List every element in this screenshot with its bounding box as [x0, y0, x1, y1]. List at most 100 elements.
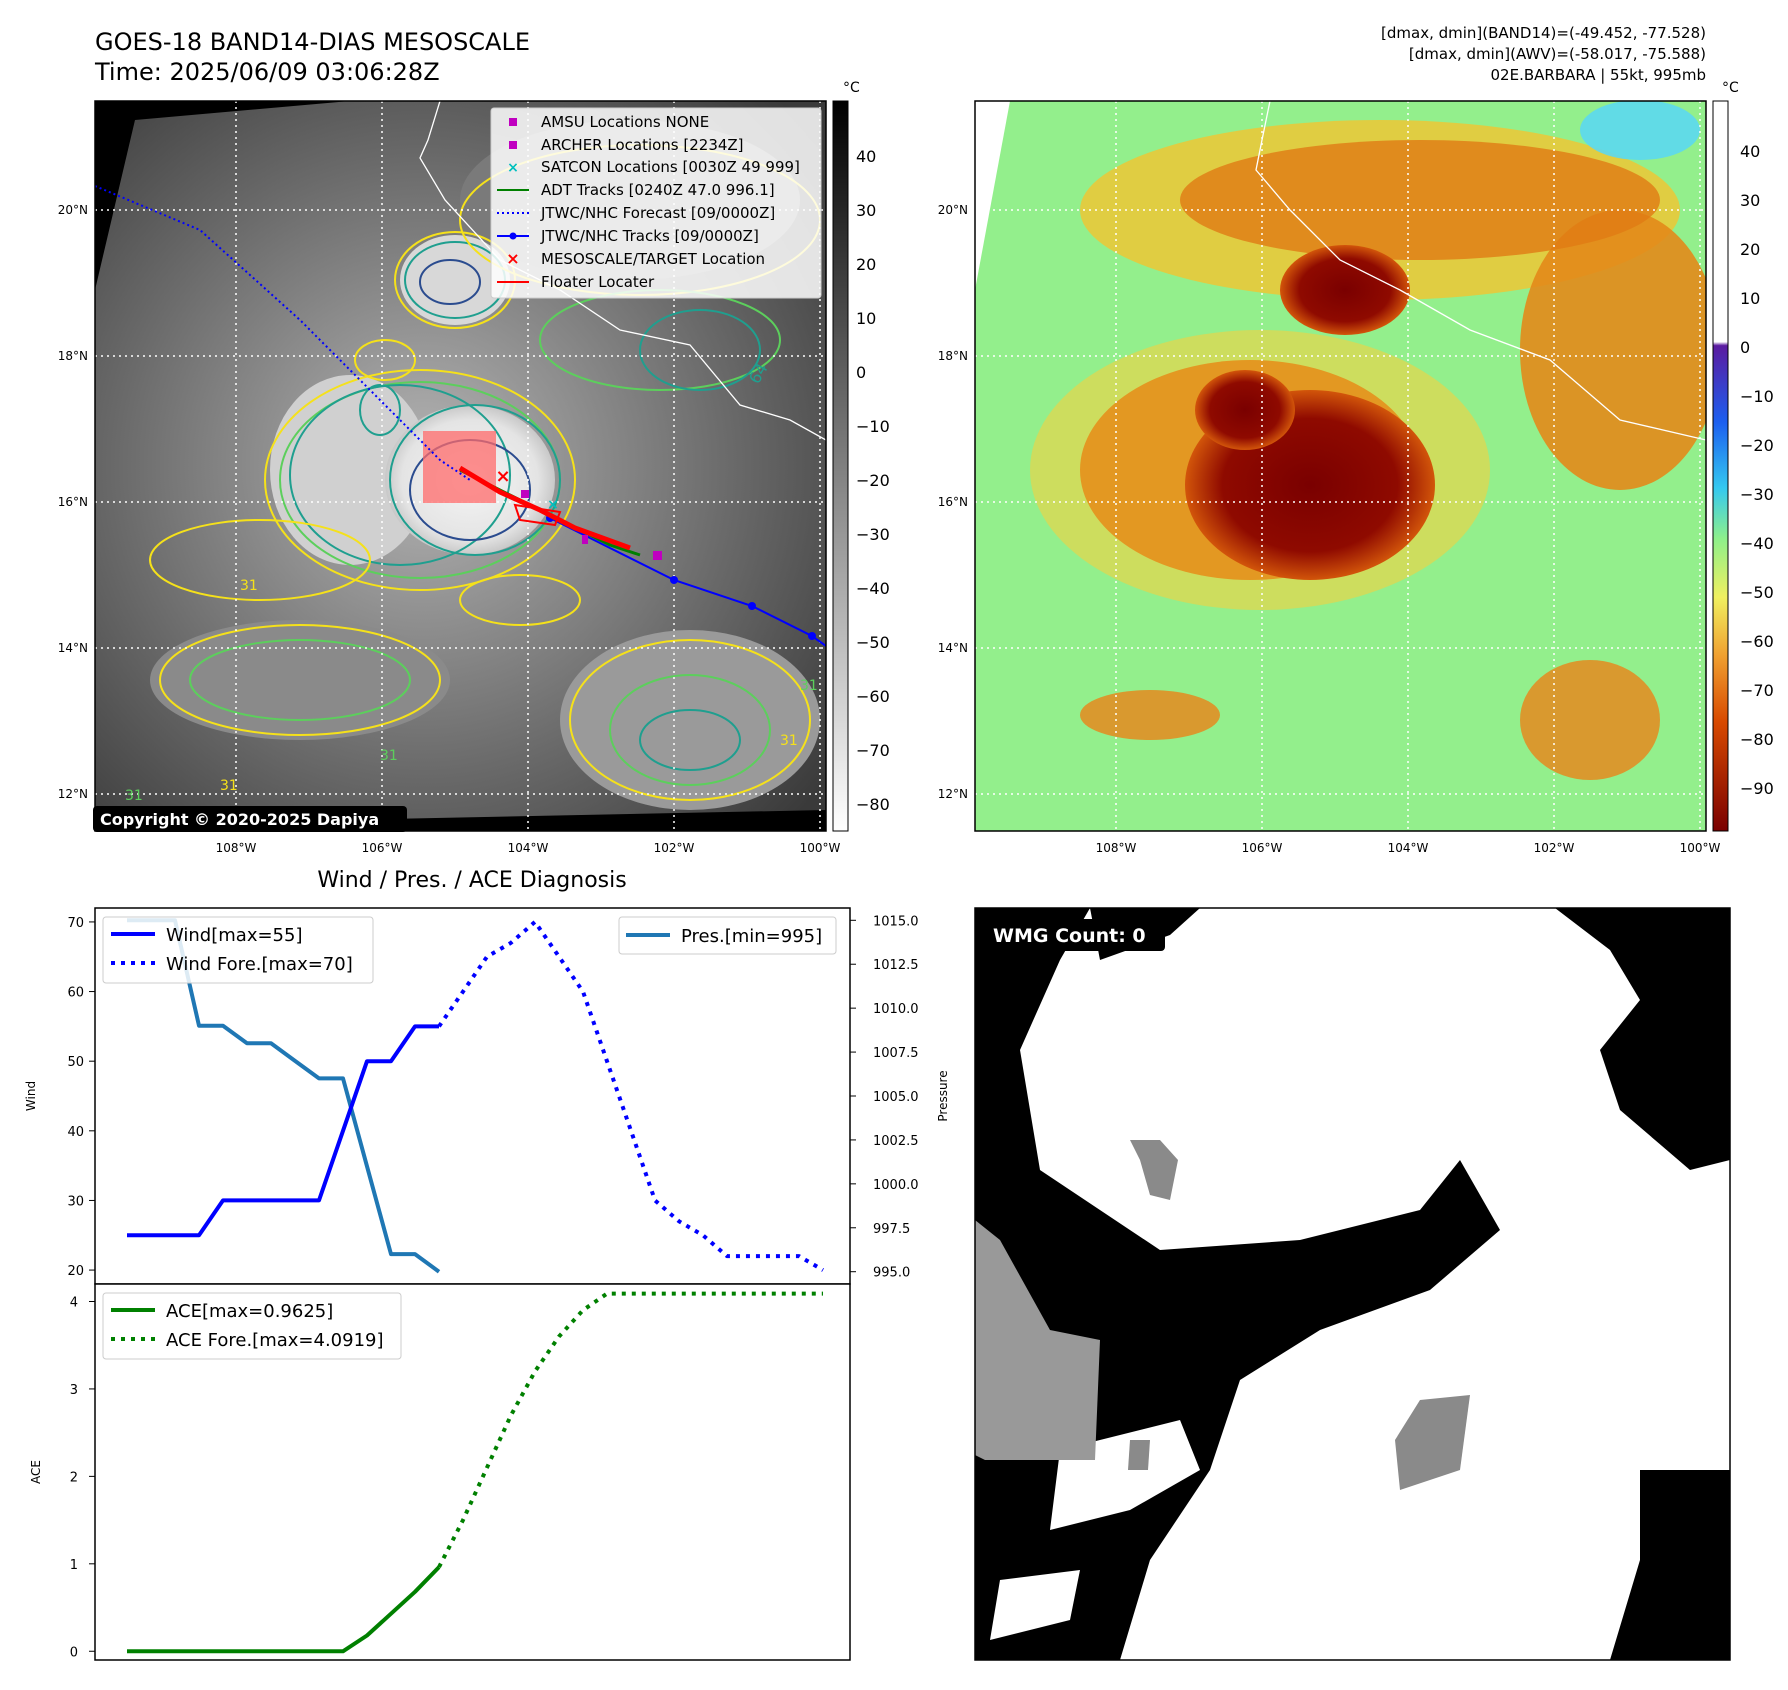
ir-cbar-tick: −50	[856, 633, 890, 652]
pressure-ytick-label: 1015.0	[873, 914, 919, 929]
ir-cbar-tick: −40	[856, 579, 890, 598]
awv-cbar-tick: −20	[1740, 436, 1774, 455]
legend-wind-fore-label: Wind Fore.[max=70]	[166, 954, 353, 975]
ir-lon-label: 108°W	[216, 841, 257, 855]
contour-label: 31	[240, 578, 258, 594]
wmg-panel: WMG Count: 0	[974, 907, 1731, 1661]
awv-cbar-tick: −60	[1740, 632, 1774, 651]
ir-lat-label: 16°N	[58, 495, 88, 509]
track-point	[808, 632, 816, 640]
ace-series-line	[127, 1565, 441, 1654]
awv-lon-label: 102°W	[1534, 841, 1575, 855]
pressure-yaxis: 1015.0 1012.5 1010.0 1007.5 1005.0 1002.5 1000…	[850, 914, 919, 1281]
awv-cbar-tick: 30	[1740, 191, 1760, 210]
ir-band-se	[560, 630, 820, 810]
ir-colorbar-unit: °C	[843, 80, 860, 96]
ace-ylabel: ACE	[29, 1460, 43, 1484]
awv-cbar-tick: −50	[1740, 583, 1774, 602]
figure-time: Time: 2025/06/09 03:06:28Z	[94, 58, 440, 86]
ir-colorbar: °C 40 30 20 10 0 −10 −20 −30 −40 −50 −60…	[832, 80, 890, 832]
awv-lon-label: 106°W	[1242, 841, 1283, 855]
info-storm: 02E.BARBARA | 55kt, 995mb	[1491, 66, 1706, 84]
ace-yaxis: 4 3 2 1 0	[70, 1295, 95, 1660]
archer-marker	[653, 551, 662, 560]
legend-ace-fore-label: ACE Fore.[max=4.0919]	[166, 1330, 384, 1351]
ir-lat-label: 14°N	[58, 641, 88, 655]
awv-patch-sw	[1080, 690, 1220, 740]
legend-marker-satcon: ×	[507, 160, 519, 176]
awv-gridlines	[975, 101, 1706, 831]
awv-colorbar: °C 40 30 20 10 0 −10 −20 −30 −40 −50 −60…	[1712, 80, 1774, 832]
awv-patch-ne	[1580, 101, 1700, 160]
ir-lat-label: 20°N	[58, 203, 88, 217]
wmg-black-mid	[1270, 1255, 1330, 1300]
legend-label-adt: ADT Tracks [0240Z 47.0 996.1]	[541, 181, 775, 199]
wmg-black-ne	[1555, 908, 1730, 1170]
awv-lat-label: 18°N	[938, 349, 968, 363]
wind-forecast-series-line	[437, 919, 825, 1272]
pressure-ytick-label: 1012.5	[873, 958, 919, 973]
ace-ytick-label: 3	[70, 1383, 78, 1398]
ir-lon-labels: 108°W 106°W 104°W 102°W 100°W	[216, 841, 841, 855]
awv-cbar-tick: 10	[1740, 289, 1760, 308]
legend-pres-label: Pres.[min=995]	[681, 926, 822, 947]
ir-lat-label: 12°N	[58, 787, 88, 801]
ace-ytick-label: 0	[70, 1645, 78, 1660]
pressure-legend: Pres.[min=995]	[618, 916, 837, 955]
wind-ytick-label: 50	[67, 1055, 84, 1070]
awv-cbar-tick: −80	[1740, 730, 1774, 749]
wmg-gray-right	[1395, 1395, 1470, 1490]
ir-lon-label: 106°W	[362, 841, 403, 855]
contour-label: 31	[800, 678, 818, 694]
awv-cbar-tick: −30	[1740, 485, 1774, 504]
ir-lon-label: 102°W	[654, 841, 695, 855]
wmg-count-label: WMG Count: 0	[993, 925, 1146, 947]
pressure-ytick-label: 1002.5	[873, 1134, 919, 1149]
ir-cbar-tick: −10	[856, 417, 890, 436]
awv-no-data	[975, 101, 1010, 290]
ir-lon-label: 104°W	[508, 841, 549, 855]
floater-target-box	[423, 431, 496, 503]
legend-label-archer: ARCHER Locations [2234Z]	[541, 136, 744, 154]
awv-lon-label: 100°W	[1680, 841, 1721, 855]
legend-label-tracks: JTWC/NHC Tracks [09/0000Z]	[540, 227, 759, 245]
contour-label: 31	[125, 788, 143, 804]
pressure-ytick-label: 997.5	[873, 1222, 910, 1237]
info-band14: [dmax, dmin](BAND14)=(-49.452, -77.528)	[1381, 24, 1706, 42]
wmg-gray-upper	[1130, 1140, 1178, 1200]
wmg-black-se	[1610, 1470, 1730, 1660]
track-point	[670, 576, 678, 584]
wind-ylabel: Wind	[24, 1081, 38, 1111]
wind-ytick-label: 40	[67, 1125, 84, 1140]
awv-lat-label: 12°N	[938, 787, 968, 801]
awv-lon-label: 104°W	[1388, 841, 1429, 855]
ir-panel-frame	[94, 100, 827, 832]
ir-cbar-tick: 30	[856, 201, 876, 220]
legend-label-amsu: AMSU Locations NONE	[541, 113, 709, 131]
wmg-panel-frame	[974, 907, 1731, 1661]
ir-legend: AMSU Locations NONE ARCHER Locations [22…	[490, 107, 822, 299]
legend-marker-archer	[509, 141, 517, 149]
legend-marker-tracks-dot	[509, 232, 517, 240]
wind-ytick-label: 70	[67, 916, 84, 931]
pressure-ytick-label: 995.0	[873, 1266, 910, 1281]
copyright-text: Copyright © 2020-2025 Dapiya	[100, 810, 379, 829]
ir-cbar-tick: 20	[856, 255, 876, 274]
legend-marker-amsu	[509, 118, 517, 126]
awv-lat-label: 16°N	[938, 495, 968, 509]
track-point	[748, 602, 756, 610]
awv-colorbar-unit: °C	[1722, 80, 1739, 96]
wind-ytick-label: 60	[67, 986, 84, 1001]
awv-cold-north	[1280, 245, 1410, 335]
ir-lon-label: 100°W	[800, 841, 841, 855]
legend-label-satcon: SATCON Locations [0030Z 49 999]	[541, 158, 800, 176]
ir-cbar-tick: 40	[856, 147, 876, 166]
awv-lat-labels: 20°N 18°N 16°N 14°N 12°N	[938, 203, 968, 801]
ir-cbar-tick: −80	[856, 795, 890, 814]
wind-ytick-label: 20	[67, 1264, 84, 1279]
ace-legend: ACE[max=0.9625] ACE Fore.[max=4.0919]	[102, 1292, 402, 1360]
legend-label-forecast: JTWC/NHC Forecast [09/0000Z]	[540, 204, 775, 222]
ir-contours	[149, 144, 821, 801]
awv-band-east	[1520, 210, 1706, 490]
ace-ytick-label: 4	[70, 1295, 78, 1310]
